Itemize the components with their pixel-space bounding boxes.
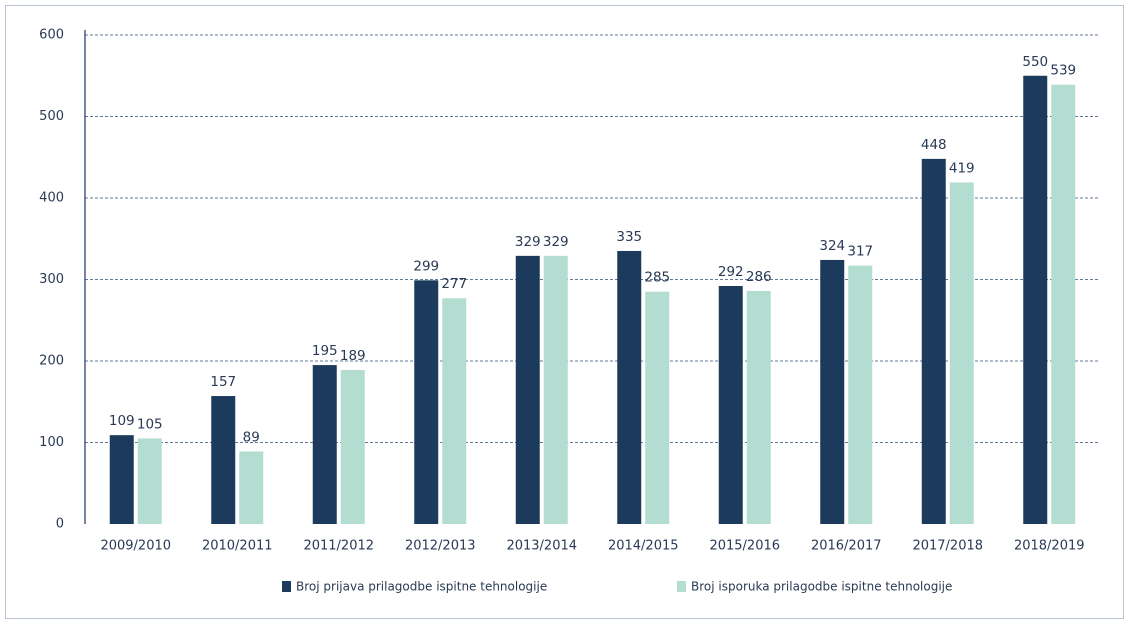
x-tick-label: 2016/2017 bbox=[811, 539, 882, 554]
bar bbox=[414, 280, 439, 524]
bar bbox=[312, 365, 337, 524]
bar bbox=[1023, 75, 1048, 524]
y-tick-label: 600 bbox=[39, 28, 64, 43]
bar bbox=[746, 290, 771, 524]
value-label: 448 bbox=[921, 137, 947, 153]
value-label: 329 bbox=[515, 234, 541, 250]
value-label: 89 bbox=[243, 429, 260, 445]
x-tick-label: 2014/2015 bbox=[608, 539, 679, 554]
x-tick-label: 2013/2014 bbox=[506, 539, 577, 554]
legend-swatch bbox=[677, 581, 686, 592]
y-tick-label: 300 bbox=[39, 272, 64, 287]
bar bbox=[921, 158, 946, 524]
bar bbox=[949, 182, 974, 524]
value-label: 335 bbox=[616, 229, 642, 245]
bar bbox=[543, 255, 568, 525]
bar bbox=[820, 259, 845, 524]
value-label: 550 bbox=[1022, 54, 1048, 70]
bar bbox=[137, 438, 162, 524]
bar bbox=[848, 265, 873, 524]
x-tick-label: 2017/2018 bbox=[912, 539, 983, 554]
y-tick-label: 100 bbox=[39, 435, 64, 450]
value-label: 286 bbox=[746, 269, 772, 285]
legend-swatch bbox=[282, 581, 291, 592]
x-tick-label: 2015/2016 bbox=[709, 539, 780, 554]
y-tick-label: 500 bbox=[39, 109, 64, 124]
value-label: 277 bbox=[441, 276, 467, 292]
value-label: 317 bbox=[847, 244, 873, 260]
bar bbox=[515, 255, 540, 525]
x-tick-label: 2010/2011 bbox=[202, 539, 273, 554]
legend-label: Broj prijava prilagodbe ispitne tehnolog… bbox=[296, 580, 547, 594]
value-label: 195 bbox=[312, 343, 338, 359]
bar bbox=[442, 298, 467, 524]
legend-label: Broj isporuka prilagodbe ispitne tehnolo… bbox=[691, 580, 952, 594]
value-label: 109 bbox=[109, 413, 135, 429]
bar bbox=[109, 435, 134, 524]
y-tick-label: 400 bbox=[39, 191, 64, 206]
bar bbox=[340, 369, 365, 524]
value-label: 299 bbox=[413, 258, 439, 274]
value-label: 419 bbox=[949, 161, 975, 177]
bar bbox=[239, 451, 264, 524]
y-tick-label: 200 bbox=[39, 354, 64, 369]
bar bbox=[1051, 84, 1076, 524]
bar bbox=[617, 250, 642, 524]
frame bbox=[5, 5, 1124, 619]
x-tick-label: 2012/2013 bbox=[405, 539, 476, 554]
value-label: 157 bbox=[210, 374, 236, 390]
x-tick-label: 2018/2019 bbox=[1014, 539, 1085, 554]
bar bbox=[645, 291, 670, 524]
value-label: 285 bbox=[644, 270, 670, 286]
value-label: 189 bbox=[340, 348, 366, 364]
value-label: 329 bbox=[543, 234, 569, 250]
bar bbox=[718, 286, 743, 524]
y-tick-label: 0 bbox=[56, 517, 64, 532]
value-label: 292 bbox=[718, 264, 744, 280]
x-tick-label: 2009/2010 bbox=[100, 539, 171, 554]
value-label: 539 bbox=[1050, 63, 1076, 79]
bar bbox=[211, 396, 236, 524]
value-label: 324 bbox=[819, 238, 845, 254]
x-tick-label: 2011/2012 bbox=[303, 539, 374, 554]
value-label: 105 bbox=[137, 416, 163, 432]
